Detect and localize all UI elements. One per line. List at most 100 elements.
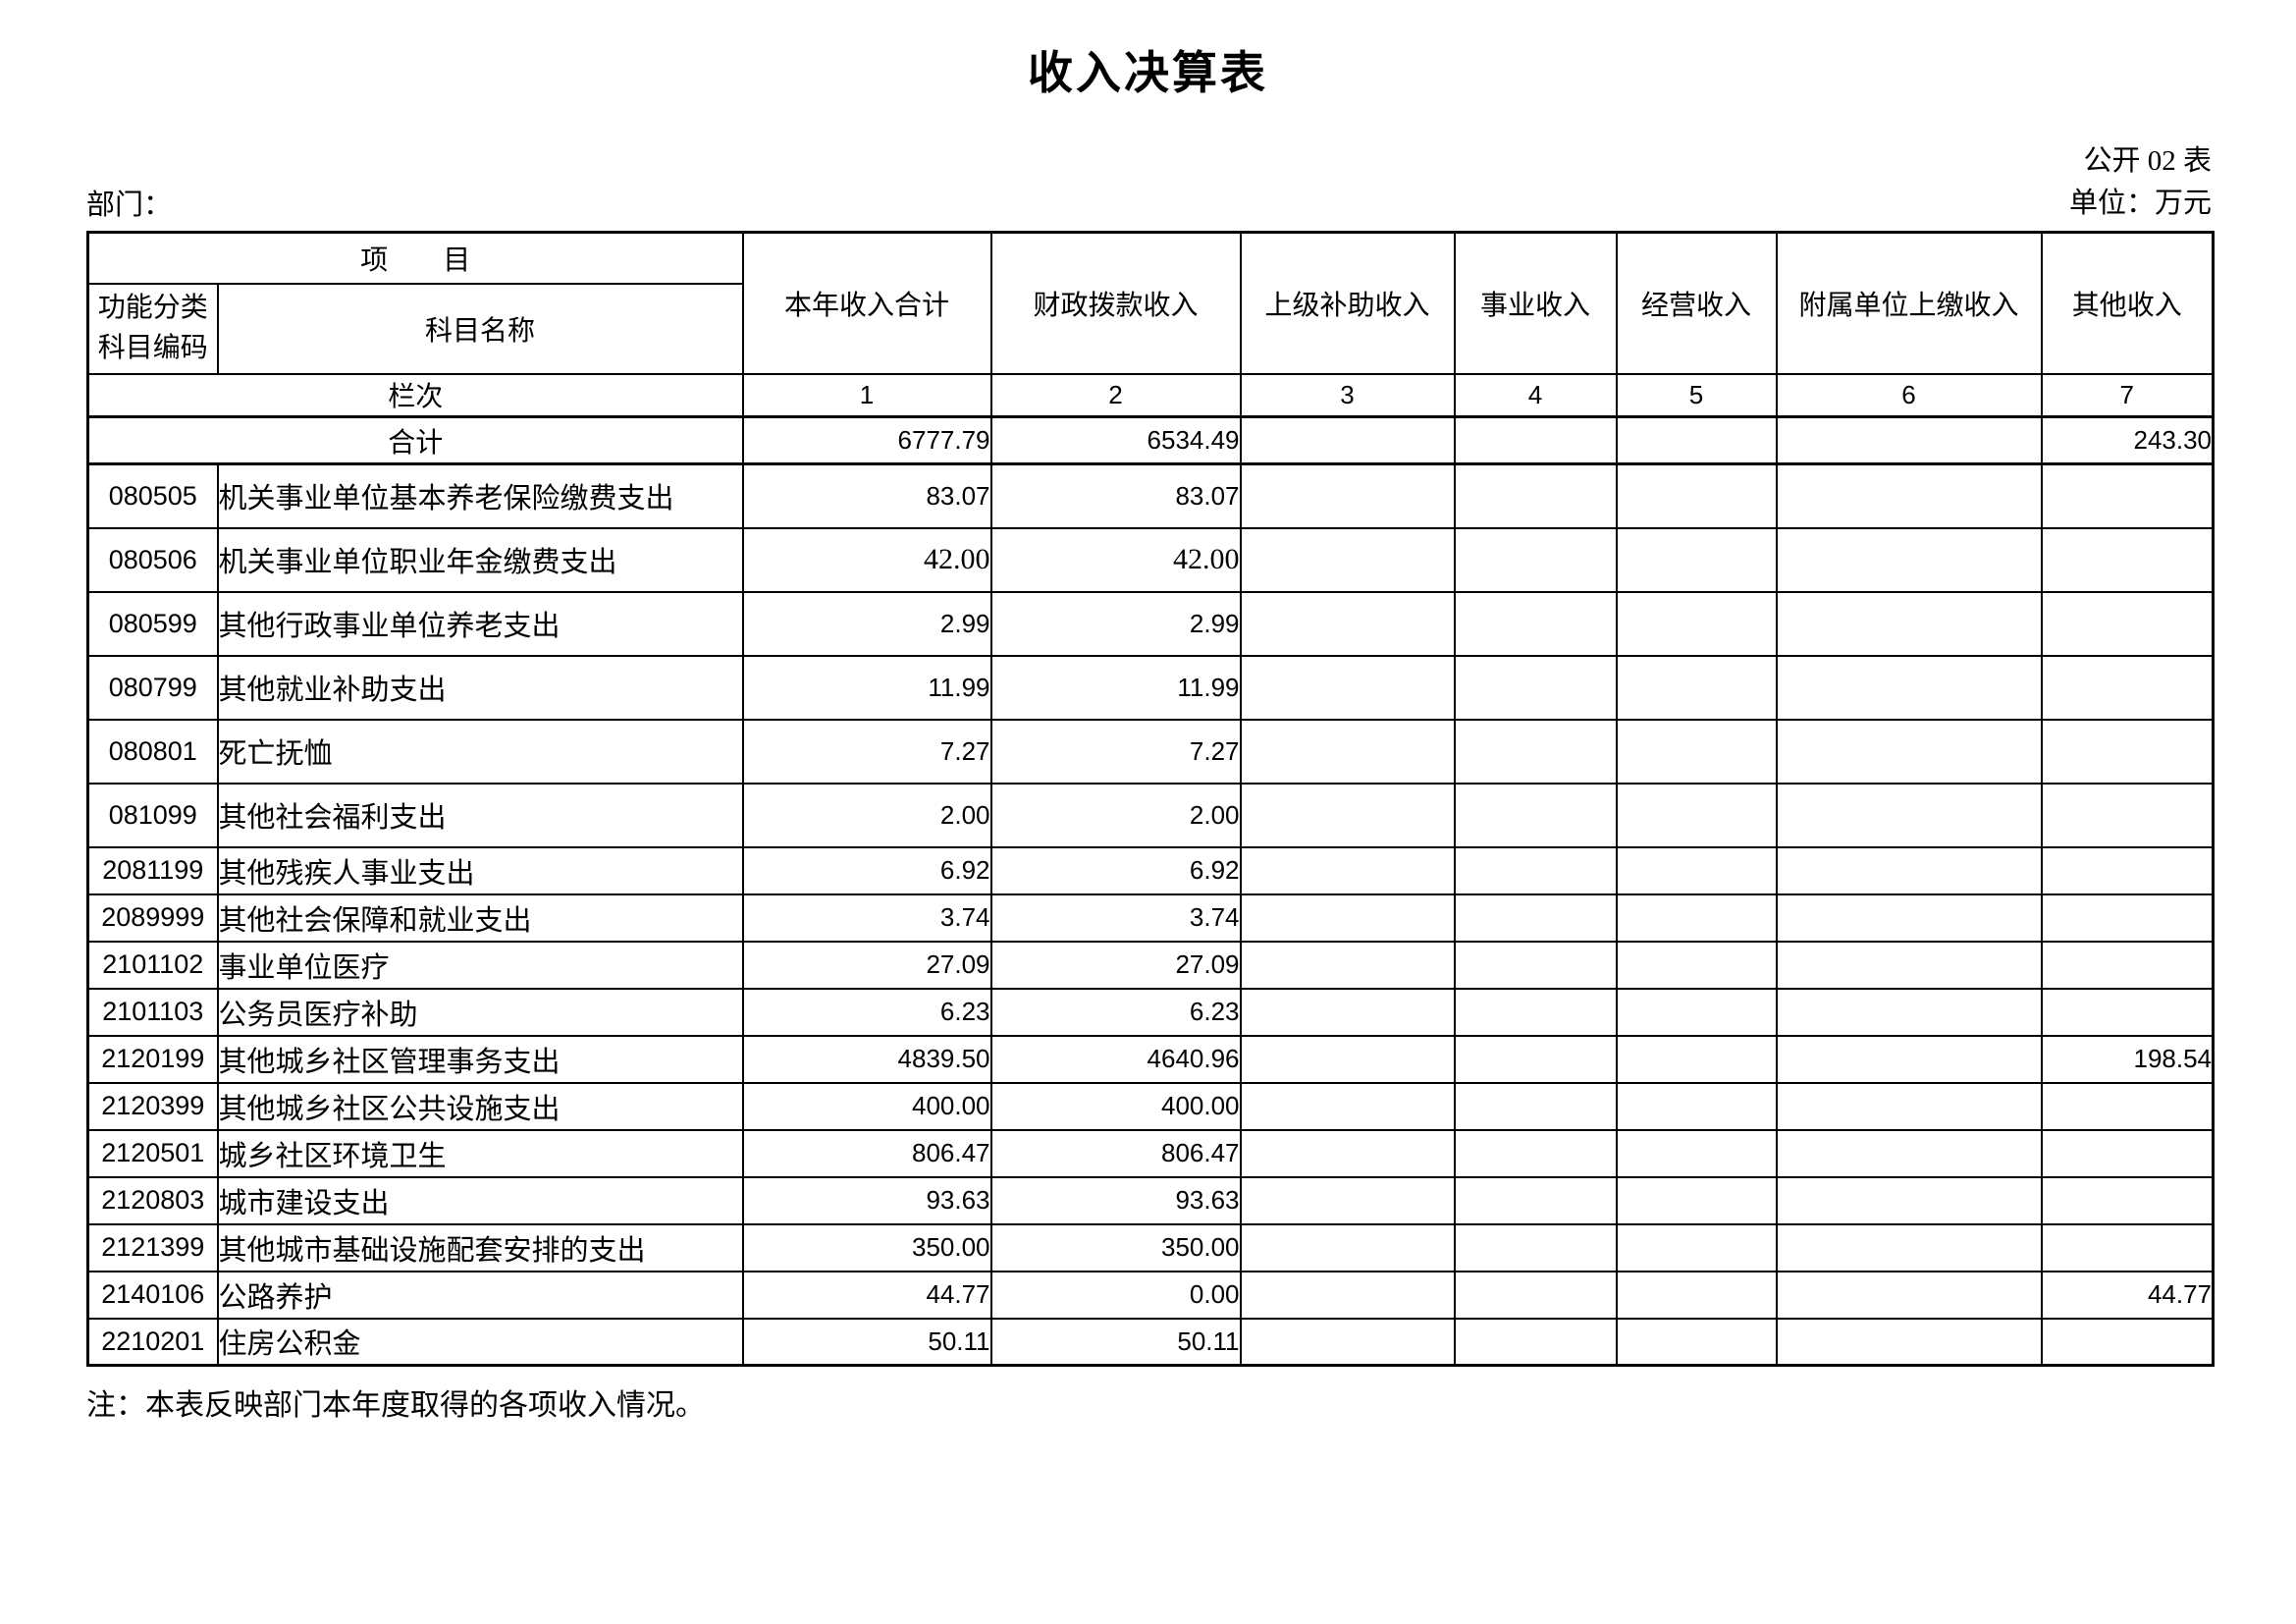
table-row: 081099 其他社会福利支出 2.00 2.00: [86, 782, 2215, 848]
value-cell-operating-income: [1453, 1034, 1618, 1084]
header-row-rank: 栏次 1 2 3 4 5 6 7: [86, 372, 2215, 418]
subject-name-cell: 其他城市基础设施配套安排的支出: [216, 1222, 744, 1272]
value-cell-affiliated-units: [1775, 1317, 2043, 1367]
column-header-other-income: 其他收入: [2040, 231, 2215, 375]
value-cell-superior-subsidy: [1239, 893, 1456, 943]
rank-number: 7: [2040, 372, 2215, 418]
function-code-header-line1: 功能分类: [97, 292, 208, 323]
total-row: 合计 6777.79 6534.49 243.30: [86, 415, 2215, 465]
value-cell-superior-subsidy: [1239, 590, 1456, 657]
value-cell-total-income: 93.63: [741, 1175, 992, 1225]
function-code-cell: 2081199: [86, 845, 219, 895]
header-row-item: 项 目 本年收入合计 财政拨款收入 上级补助收入 事业收入 经营收入 附属单位上…: [86, 231, 2215, 375]
subject-name-cell: 城乡社区环境卫生: [216, 1128, 744, 1178]
subject-name-cell: 事业单位医疗: [216, 940, 744, 990]
column-header-fiscal-appropriation: 财政拨款收入: [989, 231, 1242, 375]
value-cell-operating-income: [1453, 845, 1618, 895]
value-cell-total-income: 2.99: [741, 590, 992, 657]
function-code-cell: 2121399: [86, 1222, 219, 1272]
value-cell-operating-income: [1453, 718, 1618, 785]
value-cell-fiscal-appropriation: 27.09: [989, 940, 1242, 990]
subject-name-cell: 其他社会福利支出: [216, 782, 744, 848]
value-cell-total-income: 3.74: [741, 893, 992, 943]
value-cell-affiliated-units: [1775, 1222, 2043, 1272]
value-cell-total-income: 27.09: [741, 940, 992, 990]
value-cell-business-income: [1615, 1222, 1778, 1272]
table-row: 2210201 住房公积金 50.11 50.11: [86, 1317, 2215, 1367]
total-value: [1453, 415, 1618, 465]
table-row: 080599 其他行政事业单位养老支出 2.99 2.99: [86, 590, 2215, 657]
value-cell-other-income: [2040, 1175, 2215, 1225]
value-cell-business-income: [1615, 940, 1778, 990]
column-header-operating-income: 事业收入: [1453, 231, 1618, 375]
value-cell-other-income: 44.77: [2040, 1270, 2215, 1320]
value-cell-affiliated-units: [1775, 590, 2043, 657]
value-cell-total-income: 11.99: [741, 654, 992, 721]
table-row: 2120199 其他城乡社区管理事务支出 4839.50 4640.96 198…: [86, 1034, 2215, 1084]
value-cell-fiscal-appropriation: 4640.96: [989, 1034, 1242, 1084]
subject-name-cell: 城市建设支出: [216, 1175, 744, 1225]
value-cell-superior-subsidy: [1239, 1175, 1456, 1225]
value-cell-superior-subsidy: [1239, 1081, 1456, 1131]
value-cell-other-income: [2040, 590, 2215, 657]
value-cell-superior-subsidy: [1239, 654, 1456, 721]
value-cell-other-income: [2040, 987, 2215, 1037]
value-cell-operating-income: [1453, 1222, 1618, 1272]
value-cell-fiscal-appropriation: 93.63: [989, 1175, 1242, 1225]
value-cell-other-income: [2040, 782, 2215, 848]
function-code-cell: 2120199: [86, 1034, 219, 1084]
value-cell-business-income: [1615, 526, 1778, 593]
function-code-cell: 2101102: [86, 940, 219, 990]
value-cell-fiscal-appropriation: 3.74: [989, 893, 1242, 943]
value-cell-other-income: [2040, 1317, 2215, 1367]
value-cell-other-income: [2040, 845, 2215, 895]
value-cell-total-income: 6.92: [741, 845, 992, 895]
table-row: 080801 死亡抚恤 7.27 7.27: [86, 718, 2215, 785]
total-value: 243.30: [2040, 415, 2215, 465]
function-code-cell: 2140106: [86, 1270, 219, 1320]
value-cell-superior-subsidy: [1239, 1034, 1456, 1084]
value-cell-affiliated-units: [1775, 987, 2043, 1037]
value-cell-operating-income: [1453, 590, 1618, 657]
table-row: 2121399 其他城市基础设施配套安排的支出 350.00 350.00: [86, 1222, 2215, 1272]
total-value: [1775, 415, 2043, 465]
value-cell-superior-subsidy: [1239, 1128, 1456, 1178]
value-cell-business-income: [1615, 1081, 1778, 1131]
value-cell-business-income: [1615, 893, 1778, 943]
function-code-cell: 080799: [86, 654, 219, 721]
table-row: 2089999 其他社会保障和就业支出 3.74 3.74: [86, 893, 2215, 943]
value-cell-business-income: [1615, 782, 1778, 848]
unit-label: 单位：万元: [2068, 188, 2212, 219]
value-cell-fiscal-appropriation: 2.99: [989, 590, 1242, 657]
rank-number: 3: [1239, 372, 1456, 418]
rank-number: 1: [741, 372, 992, 418]
function-code-header-line2: 科目编码: [97, 332, 208, 363]
subject-name-cell: 机关事业单位职业年金缴费支出: [216, 526, 744, 593]
value-cell-fiscal-appropriation: 83.07: [989, 462, 1242, 529]
value-cell-fiscal-appropriation: 2.00: [989, 782, 1242, 848]
value-cell-affiliated-units: [1775, 1128, 2043, 1178]
value-cell-superior-subsidy: [1239, 987, 1456, 1037]
function-code-cell: 081099: [86, 782, 219, 848]
value-cell-total-income: 2.00: [741, 782, 992, 848]
table-row: 2120399 其他城乡社区公共设施支出 400.00 400.00: [86, 1081, 2215, 1131]
value-cell-affiliated-units: [1775, 1270, 2043, 1320]
subject-name-cell: 机关事业单位基本养老保险缴费支出: [216, 462, 744, 529]
function-code-cell: 2089999: [86, 893, 219, 943]
value-cell-business-income: [1615, 1175, 1778, 1225]
value-cell-affiliated-units: [1775, 1034, 2043, 1084]
subject-name-cell: 公路养护: [216, 1270, 744, 1320]
value-cell-operating-income: [1453, 1270, 1618, 1320]
value-cell-affiliated-units: [1775, 893, 2043, 943]
page-title: 收入决算表: [1028, 48, 1268, 98]
rank-number: 5: [1615, 372, 1778, 418]
value-cell-total-income: 42.00: [741, 526, 992, 593]
value-cell-affiliated-units: [1775, 940, 2043, 990]
value-cell-other-income: [2040, 1222, 2215, 1272]
table-row: 2120501 城乡社区环境卫生 806.47 806.47: [86, 1128, 2215, 1178]
function-code-cell: 2101103: [86, 987, 219, 1037]
table-header: 项 目 本年收入合计 财政拨款收入 上级补助收入 事业收入 经营收入 附属单位上…: [86, 231, 2215, 418]
table-body: 合计 6777.79 6534.49 243.30 080505 机关事业单位基…: [86, 415, 2215, 1367]
value-cell-total-income: 50.11: [741, 1317, 992, 1367]
value-cell-fiscal-appropriation: 7.27: [989, 718, 1242, 785]
